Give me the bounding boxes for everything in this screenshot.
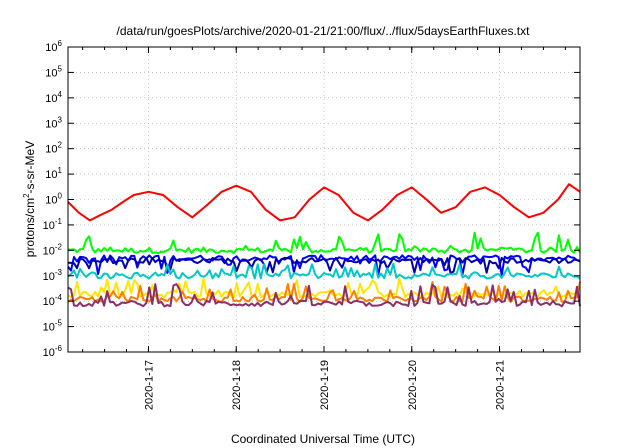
y-tick-label: 103 xyxy=(45,115,62,130)
y-tick-label: 102 xyxy=(45,141,62,156)
series-line-2 xyxy=(67,231,581,255)
y-tick-label: 10-5 xyxy=(43,319,63,334)
y-tick-label: 104 xyxy=(45,90,62,105)
series-line-5 xyxy=(67,262,581,280)
x-tick-label: 2020-1-21 xyxy=(495,360,507,410)
ticks xyxy=(68,46,580,353)
y-tick-label: 101 xyxy=(45,166,62,181)
y-tick-label: 10-3 xyxy=(43,268,63,283)
y-tick-label: 10-6 xyxy=(43,344,63,359)
y-tick-label: 10-4 xyxy=(43,293,63,308)
series-line-4 xyxy=(67,256,581,274)
x-tick-labels: 2020-1-17 2020-1-18 2020-1-19 2020-1-20 2020… xyxy=(143,360,506,410)
y-tick-label: 106 xyxy=(45,39,62,54)
grid xyxy=(68,47,580,352)
series-group xyxy=(67,183,581,308)
series-line-8 xyxy=(67,283,581,308)
y-tick-label: 105 xyxy=(45,64,62,79)
y-tick-labels: 10-6 10-5 10-4 10-3 10-2 10-1 100 101 102 103 104 1… xyxy=(43,39,63,359)
x-tick-label: 2020-1-19 xyxy=(319,360,331,410)
x-tick-label: 2020-1-17 xyxy=(143,360,155,410)
x-tick-label: 2020-1-18 xyxy=(231,360,243,410)
x-tick-label: 2020-1-20 xyxy=(407,360,419,410)
x-axis-label: Coordinated Universal Time (UTC) xyxy=(231,432,415,446)
y-tick-label: 10-1 xyxy=(43,217,63,232)
chart-title: /data/run/goesPlots/archive/2020-01-21/2… xyxy=(117,24,531,38)
y-tick-label: 10-2 xyxy=(43,242,63,257)
y-axis-label: protons/cm2-s-sr-MeV xyxy=(22,141,37,257)
y-tick-label: 100 xyxy=(45,192,62,207)
series-line-1 xyxy=(67,183,581,222)
